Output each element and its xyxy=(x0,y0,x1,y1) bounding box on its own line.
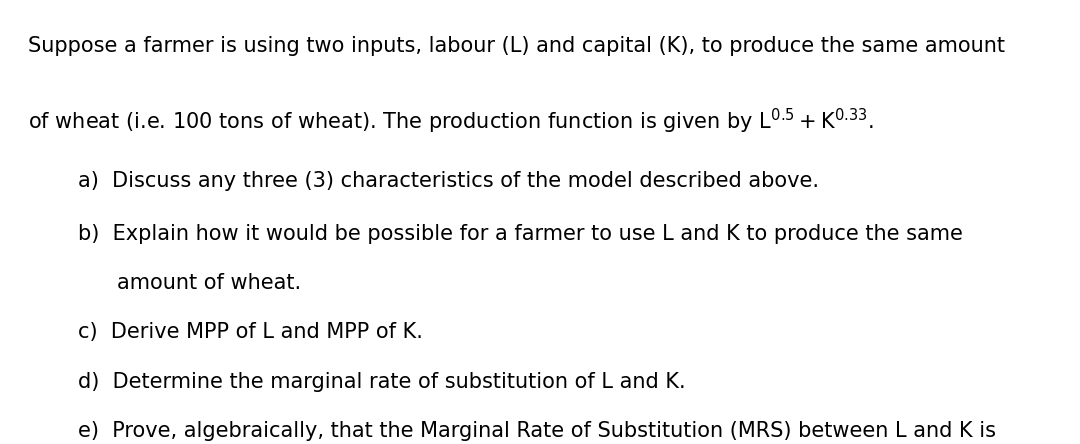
Text: c)  Derive MPP of L and MPP of K.: c) Derive MPP of L and MPP of K. xyxy=(78,322,422,342)
Text: e)  Prove, algebraically, that the Marginal Rate of Substitution (MRS) between L: e) Prove, algebraically, that the Margin… xyxy=(78,421,996,441)
Text: d)  Determine the marginal rate of substitution of L and K.: d) Determine the marginal rate of substi… xyxy=(78,372,686,392)
Text: of wheat (i.e. 100 tons of wheat). The production function is given by $\mathreg: of wheat (i.e. 100 tons of wheat). The p… xyxy=(28,107,874,136)
Text: Suppose a farmer is using two inputs, labour (L) and capital (K), to produce the: Suppose a farmer is using two inputs, la… xyxy=(28,36,1005,56)
Text: b)  Explain how it would be possible for a farmer to use L and K to produce the : b) Explain how it would be possible for … xyxy=(78,224,962,244)
Text: amount of wheat.: amount of wheat. xyxy=(117,273,300,293)
Text: a)  Discuss any three (3) characteristics of the model described above.: a) Discuss any three (3) characteristics… xyxy=(78,171,819,191)
